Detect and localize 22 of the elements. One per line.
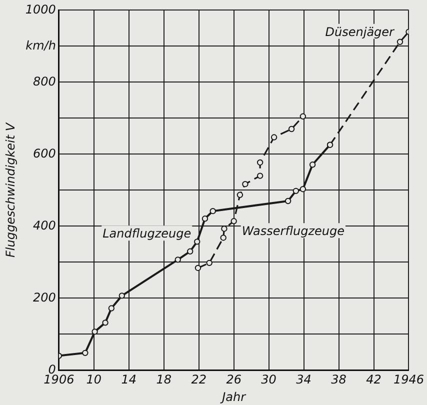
x-tick-label: 1946 [393, 372, 424, 387]
series-label: Düsenjäger [325, 24, 396, 39]
x-tick-label: 14 [121, 372, 137, 387]
y-tick-label: km/h [26, 38, 56, 52]
y-axis-title: Fluggeschwindigkeit V [3, 122, 18, 258]
y-tick-label: 600 [33, 146, 56, 160]
y-tick-label: 400 [33, 218, 56, 232]
x-axis-title: Jahr [220, 390, 247, 404]
x-tick-label: 42 [366, 372, 382, 387]
x-tick-label: 34 [296, 372, 312, 387]
x-tick-label: 26 [226, 372, 242, 387]
y-tick-label: 800 [33, 74, 56, 88]
x-tick-label: 1906 [44, 372, 75, 387]
x-tick-label: 30 [261, 372, 277, 387]
x-tick-label: 38 [331, 372, 347, 387]
series-label: Landflugzeuge [102, 226, 192, 241]
x-tick-label: 18 [156, 372, 172, 387]
x-tick-label: 22 [191, 372, 206, 387]
y-tick-label: 1000 [25, 2, 56, 16]
y-tick-label: 200 [33, 290, 56, 304]
x-tick-label: 10 [86, 372, 102, 387]
series-label: Wasserflugzeuge [242, 224, 344, 238]
